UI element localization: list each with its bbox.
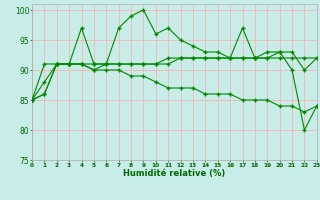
X-axis label: Humidité relative (%): Humidité relative (%)	[123, 169, 226, 178]
